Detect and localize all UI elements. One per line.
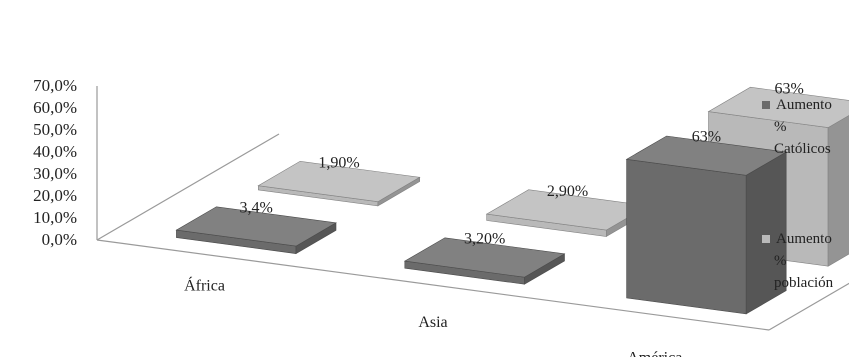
bar [403, 237, 566, 285]
y-tick-label: 30,0% [33, 164, 77, 183]
axes [96, 86, 849, 331]
legend-label: Aumento [776, 231, 832, 247]
bar-side-face [827, 115, 849, 267]
bar [625, 135, 788, 315]
data-label: 3,4% [240, 200, 273, 217]
legend-item: Aumento% Católicos [762, 97, 832, 157]
bars [175, 86, 849, 315]
bar-top-face [625, 135, 788, 176]
bar-top-face [257, 160, 421, 203]
legend-swatch [762, 101, 770, 109]
bar-top-face [403, 237, 566, 278]
category-label: África [184, 275, 225, 294]
category-labels: África Asia América [184, 275, 682, 357]
legend-swatch [762, 235, 770, 243]
y-axis-tick-labels: 0,0% 10,0% 20,0% 30,0% 40,0% 50,0% 60,0% 70,0% [33, 76, 77, 249]
y-tick-label: 20,0% [33, 186, 77, 205]
legend: Aumento% Católicos Aumento% población [762, 97, 834, 291]
bar-front-face [626, 158, 747, 315]
y-tick-label: 60,0% [33, 98, 77, 117]
bar [257, 160, 421, 207]
data-label: 3,20% [464, 231, 505, 248]
bar-top-face [707, 86, 849, 128]
legend-label: Católicos [774, 141, 831, 157]
legend-label: Aumento [776, 97, 832, 113]
y-tick-label: 10,0% [33, 208, 77, 227]
data-label: 1,90% [318, 155, 359, 172]
data-labels: 1,90% 2,90% 63% 3,4% 3,20% 63% [240, 80, 804, 247]
floor-right-edge [768, 282, 849, 331]
data-label: 63% [692, 129, 721, 146]
legend-label: % [774, 253, 787, 269]
legend-label: % [774, 119, 787, 135]
legend-label: población [774, 275, 834, 291]
bar [175, 206, 337, 255]
category-label: América [627, 350, 682, 357]
legend-item: Aumento% población [762, 231, 834, 291]
data-label: 63% [775, 80, 804, 97]
y-tick-label: 70,0% [33, 76, 77, 95]
category-label: Asia [418, 314, 447, 331]
y-tick-label: 40,0% [33, 142, 77, 161]
bar-top-face [175, 206, 337, 247]
y-tick-label: 0,0% [42, 230, 77, 249]
floor-left-edge [96, 133, 280, 241]
data-label: 2,90% [547, 183, 588, 200]
floor-front-edge [96, 239, 770, 331]
y-tick-label: 50,0% [33, 120, 77, 139]
